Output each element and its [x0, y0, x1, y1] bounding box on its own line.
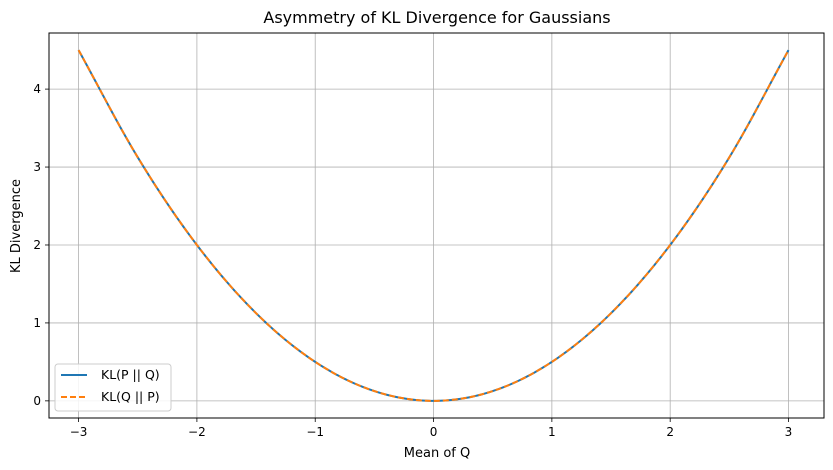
y-tick-label: 3	[33, 160, 41, 174]
axis-ticks: −3 −2 −1 0 1 2 3 0 1 2 3 4	[33, 82, 792, 439]
y-tick-label: 4	[33, 82, 41, 96]
grid-lines	[49, 33, 824, 418]
x-tick-label: 2	[666, 425, 674, 439]
y-tick-label: 1	[33, 316, 41, 330]
y-axis-label: KL Divergence	[9, 179, 24, 273]
x-tick-label: −1	[306, 425, 324, 439]
x-tick-label: 3	[785, 425, 793, 439]
legend: KL(P || Q) KL(Q || P)	[54, 363, 172, 412]
chart-title: Asymmetry of KL Divergence for Gaussians	[263, 8, 610, 27]
y-tick-label: 0	[33, 394, 41, 408]
series-line-kl-q-p	[77, 49, 790, 402]
x-tick-label: −3	[70, 425, 88, 439]
legend-label-kl-p-q: KL(P || Q)	[101, 367, 160, 382]
series-layer	[77, 49, 790, 402]
legend-label-kl-q-p: KL(Q || P)	[101, 389, 160, 404]
plot-frame	[48, 32, 825, 419]
x-axis-label: Mean of Q	[404, 446, 470, 461]
y-tick-label: 2	[33, 238, 41, 252]
x-tick-label: 0	[430, 425, 438, 439]
x-tick-label: −2	[188, 425, 206, 439]
x-tick-label: 1	[548, 425, 556, 439]
